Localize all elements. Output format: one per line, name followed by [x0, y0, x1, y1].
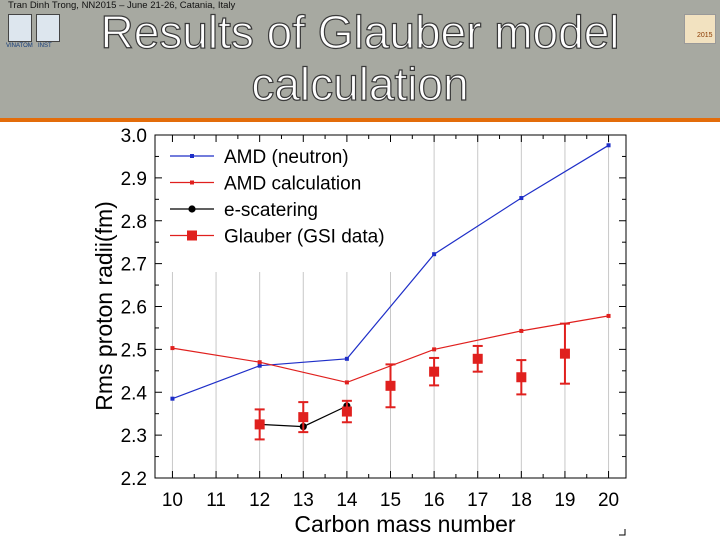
y-axis-label: Rms proton radii(fm) [91, 201, 117, 411]
header-band [0, 0, 720, 118]
legend-label: Glauber (GSI data) [224, 227, 385, 248]
legend-entry-3: Glauber (GSI data) [170, 227, 385, 248]
institute-logo-second [36, 14, 60, 42]
y-tick-label-3: 2.5 [121, 340, 147, 361]
x-tick-label-14: 14 [336, 490, 358, 511]
data-point [170, 346, 175, 351]
data-point [559, 348, 570, 359]
slide-title: Results of Glauber model calculation [70, 5, 650, 110]
x-tick-label-13: 13 [293, 490, 314, 511]
title-line-1: Results of Glauber model [100, 5, 620, 58]
data-point [341, 406, 352, 417]
nn2015-logo-text: 2015 [697, 32, 713, 39]
x-tick-label-17: 17 [467, 490, 488, 511]
data-point [519, 328, 524, 333]
x-tick-label-19: 19 [554, 490, 575, 511]
axes: 10 11 12 13 14 15 16 17 18 19 20 2.2 2.3 2.4 2.5 2.6 2.7… [121, 126, 626, 511]
data-point [519, 196, 524, 201]
data-point [257, 363, 262, 368]
legend-marker [190, 180, 194, 185]
y-tick-label-0: 2.2 [121, 469, 147, 490]
data-point [606, 313, 611, 318]
legend-marker [188, 205, 196, 213]
series-3 [254, 322, 570, 441]
data-point [170, 396, 175, 401]
x-tick-label-16: 16 [424, 490, 445, 511]
nn2015-logo: 2015 [684, 14, 716, 44]
legend: AMD (neutron) AMD calculation e-scatering G… [170, 147, 385, 248]
y-tick-label-2: 2.4 [121, 383, 148, 404]
data-point [516, 372, 527, 383]
data-point [429, 366, 440, 377]
series-line-0 [172, 144, 609, 400]
data-point [385, 380, 396, 391]
legend-label: AMD (neutron) [224, 147, 349, 168]
institute-logo-left [8, 14, 32, 42]
x-tick-label-10: 10 [162, 490, 183, 511]
header-rule [0, 118, 720, 122]
legend-entry-2: e-scatering [170, 200, 318, 221]
data-point [472, 353, 483, 364]
conference-line: Tran Dinh Trong, NN2015 – June 21-26, Ca… [8, 0, 236, 11]
y-tick-label-5: 2.7 [121, 255, 147, 276]
data-point [254, 419, 265, 430]
y-tick-label-4: 2.6 [121, 298, 147, 319]
legend-marker [190, 154, 194, 158]
legend-label: e-scatering [224, 200, 318, 221]
series-layer [170, 143, 611, 441]
x-tick-label-12: 12 [249, 490, 270, 511]
legend-marker [187, 230, 197, 241]
legend-label: AMD calculation [224, 174, 361, 195]
series-0 [170, 143, 611, 401]
logo-left-text: VINATOM [6, 43, 33, 49]
x-tick-label-20: 20 [598, 490, 619, 511]
legend-entry-1: AMD calculation [170, 174, 361, 195]
legend-entry-0: AMD (neutron) [170, 147, 349, 168]
y-tick-label-6: 2.8 [121, 212, 147, 233]
data-point [432, 347, 437, 352]
logo-second-text: INST [38, 43, 52, 49]
title-line-2: calculation [251, 57, 470, 110]
y-tick-label-1: 2.3 [121, 426, 147, 447]
data-point [606, 143, 611, 148]
x-axis-label: Carbon mass number [294, 511, 515, 537]
corner-mark [619, 529, 626, 536]
data-point [344, 356, 349, 361]
data-point [298, 412, 309, 423]
data-point [344, 380, 349, 385]
y-tick-label-8: 3.0 [121, 126, 147, 147]
x-tick-label-15: 15 [380, 490, 401, 511]
data-point [432, 252, 437, 257]
x-tick-label-18: 18 [511, 490, 532, 511]
x-tick-label-11: 11 [206, 490, 226, 511]
data-point [257, 360, 262, 365]
y-tick-label-7: 2.9 [121, 169, 147, 190]
